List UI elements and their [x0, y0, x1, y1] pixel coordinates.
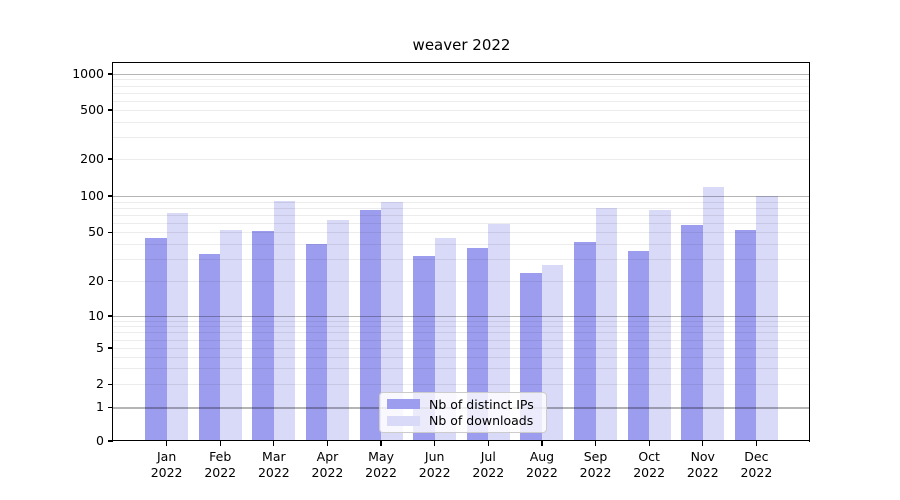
- x-tick-label: Jun 2022: [418, 449, 451, 480]
- plot-area: [112, 62, 811, 442]
- gridline-minor: [113, 137, 810, 139]
- bar-distinct-ips-mar: [252, 231, 274, 441]
- x-tick-label: Oct 2022: [633, 449, 666, 480]
- legend-label-downloads: Nb of downloads: [429, 413, 534, 429]
- bar-downloads-apr: [327, 220, 349, 441]
- legend-item-distinct-ips: Nb of distinct IPs: [387, 397, 539, 412]
- bar-downloads-oct: [649, 210, 671, 441]
- bar-distinct-ips-nov: [681, 225, 703, 441]
- y-tick-label: 0: [96, 433, 104, 448]
- y-tick-label: 200: [80, 151, 104, 166]
- gridline-minor: [113, 121, 810, 123]
- legend-label-distinct-ips: Nb of distinct IPs: [429, 396, 534, 412]
- bar-distinct-ips-feb: [198, 254, 221, 441]
- y-tick-mark: [108, 231, 113, 233]
- chart-title: weaver 2022: [412, 36, 511, 54]
- y-tick-mark: [108, 383, 113, 385]
- x-tick-label: Mar 2022: [257, 449, 290, 480]
- gridline-major: [113, 74, 810, 76]
- bar-distinct-ips-apr: [305, 244, 328, 441]
- bar-downloads-aug: [541, 264, 564, 441]
- legend: Nb of distinct IPs Nb of downloads: [379, 392, 547, 433]
- x-tick-label: Sep 2022: [579, 449, 612, 480]
- x-tick-mark: [219, 441, 221, 446]
- x-tick-label: Feb 2022: [204, 449, 237, 480]
- plot-spine-bottom: [113, 440, 810, 442]
- y-tick-label: 1: [96, 399, 104, 415]
- x-tick-label: Jan 2022: [150, 449, 183, 480]
- x-tick-mark: [434, 441, 436, 446]
- bar-downloads-nov: [702, 186, 725, 441]
- bar-downloads-jul: [488, 223, 510, 441]
- x-tick-label: Nov 2022: [686, 449, 719, 480]
- bar-downloads-dec: [756, 196, 778, 441]
- y-tick-mark: [108, 109, 113, 111]
- x-tick-label: Apr 2022: [311, 449, 344, 480]
- x-tick-mark: [380, 441, 382, 446]
- x-tick-mark: [487, 441, 489, 446]
- x-tick-mark: [594, 441, 597, 446]
- bar-distinct-ips-jan: [145, 237, 167, 441]
- y-tick-label: 20: [88, 272, 104, 288]
- y-tick-label: 2: [96, 376, 104, 392]
- plot-spine-left: [112, 62, 114, 442]
- x-tick-label: May 2022: [365, 449, 397, 480]
- bar-downloads-jun: [434, 237, 457, 441]
- x-tick-mark: [755, 441, 758, 446]
- x-tick-label: Aug 2022: [526, 449, 558, 480]
- gridline-minor: [113, 110, 810, 111]
- gridline-minor: [113, 92, 810, 94]
- y-tick-label: 5: [96, 340, 104, 355]
- x-tick-mark: [326, 441, 329, 446]
- x-tick-mark: [165, 441, 168, 446]
- gridline-minor: [113, 85, 810, 87]
- bar-distinct-ips-sep: [574, 241, 596, 441]
- x-tick-label: Dec 2022: [740, 449, 773, 480]
- y-tick-label: 1000: [72, 66, 104, 81]
- y-tick-mark: [108, 73, 113, 75]
- y-tick-label: 500: [80, 102, 104, 117]
- gridline-minor: [113, 79, 810, 81]
- plot-spine-right: [809, 62, 811, 442]
- y-tick-mark: [108, 440, 113, 442]
- bar-distinct-ips-may: [359, 210, 382, 441]
- x-tick-mark: [648, 441, 650, 446]
- bar-distinct-ips-oct: [627, 251, 650, 441]
- y-tick-mark: [108, 347, 113, 349]
- x-tick-mark: [273, 441, 275, 446]
- bar-downloads-jan: [166, 213, 189, 441]
- y-tick-label: 10: [88, 308, 104, 323]
- x-tick-mark: [541, 441, 543, 446]
- plot-spine-top: [113, 62, 810, 64]
- bar-downloads-may: [381, 201, 403, 441]
- x-tick-mark: [702, 441, 704, 446]
- y-tick-label: 100: [80, 188, 104, 203]
- y-tick-label: 50: [88, 224, 104, 240]
- y-tick-mark: [108, 195, 113, 197]
- bar-distinct-ips-dec: [734, 230, 757, 441]
- bar-downloads-mar: [273, 200, 296, 441]
- bar-downloads-feb: [220, 230, 242, 441]
- y-tick-mark: [108, 406, 113, 408]
- gridline-minor: [113, 159, 810, 160]
- y-tick-mark: [108, 158, 113, 160]
- legend-swatch-downloads: [387, 415, 420, 427]
- x-tick-label: Jul 2022: [472, 449, 505, 480]
- legend-item-downloads: Nb of downloads: [387, 413, 539, 428]
- y-tick-mark: [108, 315, 113, 317]
- gridline-minor: [113, 100, 810, 102]
- y-tick-mark: [108, 280, 113, 282]
- legend-swatch-distinct-ips: [387, 398, 420, 410]
- bar-downloads-sep: [595, 207, 618, 441]
